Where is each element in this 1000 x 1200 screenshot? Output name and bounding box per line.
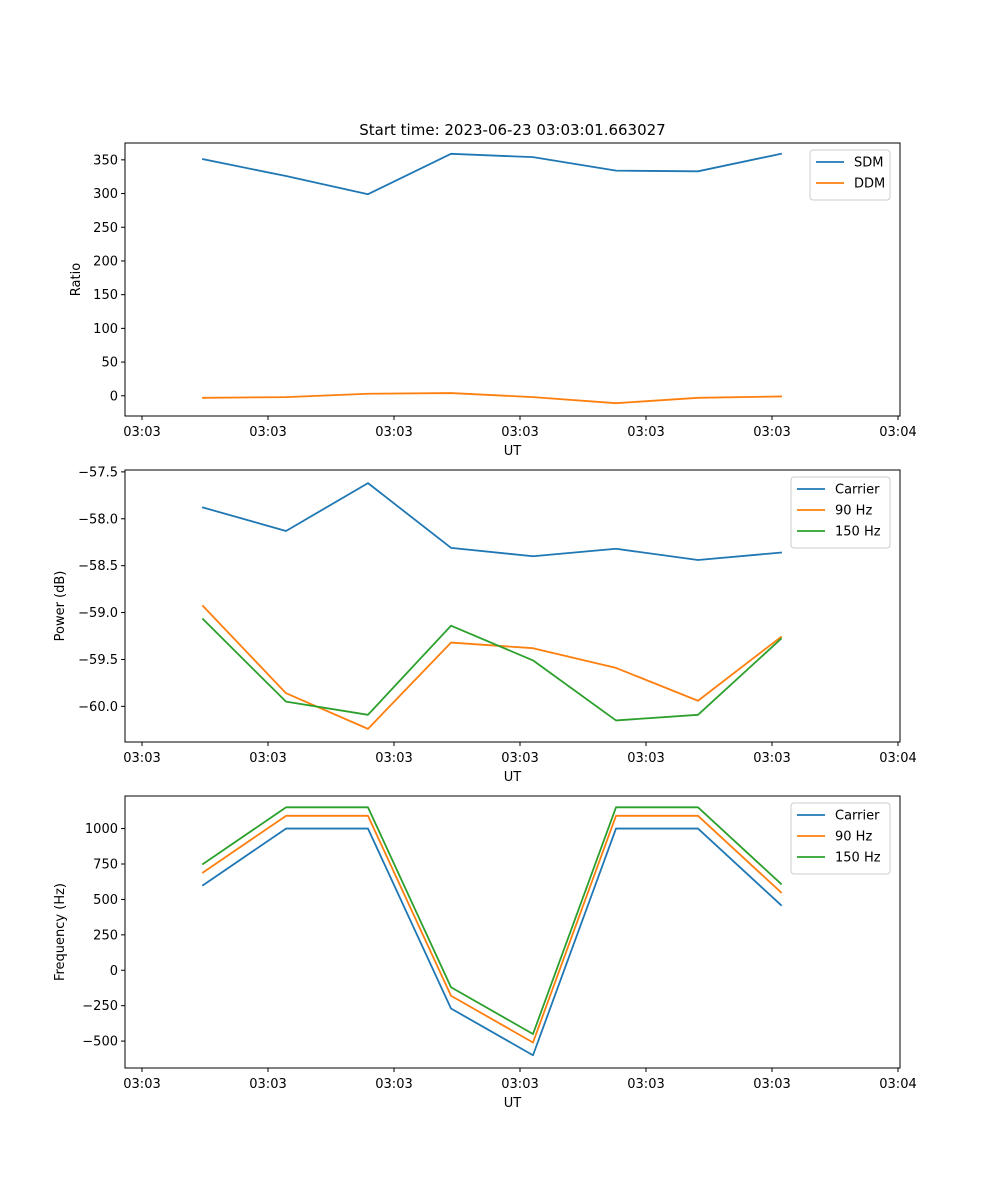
plot-frame: [124, 795, 901, 1069]
x-tick-label: 03:04: [879, 751, 916, 766]
y-tick-label: 0: [110, 964, 118, 979]
legend: Carrier 90 Hz 150 Hz: [790, 476, 891, 549]
x-tick-label: 03:04: [879, 1077, 916, 1092]
legend-label: 150 Hz: [835, 525, 881, 540]
x-tick-label: 03:03: [501, 1077, 538, 1092]
y-tick-label: −250: [82, 999, 118, 1014]
chart-panel-2: −60.0 −59.5 −59.0 −58.5 −58.0 −57.5 03:03 03:03…: [53, 465, 917, 785]
x-tick-label: 03:03: [753, 1077, 790, 1092]
legend-label: SDM: [854, 156, 883, 171]
y-tick-label: 1000: [85, 822, 118, 837]
y-tick-label: 500: [93, 893, 118, 908]
x-tick-label: 03:03: [249, 751, 286, 766]
y-tick-label: 50: [101, 356, 118, 371]
series-line-90-hz: [201, 604, 783, 730]
x-tick-label: 03:03: [249, 425, 286, 440]
series-line-carrier: [201, 482, 782, 561]
y-tick-label: 0: [110, 389, 118, 404]
series-line-90-hz: [201, 814, 783, 1044]
y-tick-label: −500: [82, 1035, 118, 1050]
series-line-ddm: [202, 392, 782, 405]
x-tick-label: 03:04: [879, 425, 916, 440]
y-tick-label: −60.0: [78, 700, 118, 715]
legend: SDM DDM: [809, 149, 891, 201]
x-tick-label: 03:03: [375, 1077, 412, 1092]
y-tick-label: 350: [93, 153, 118, 168]
plot-frame: [124, 469, 901, 743]
legend-label: 90 Hz: [835, 504, 872, 519]
y-tick-label: 150: [93, 288, 118, 303]
x-tick-label: 03:03: [249, 1077, 286, 1092]
y-tick-label: 250: [93, 928, 118, 943]
y-tick-label: −58.5: [78, 559, 118, 574]
y-tick-label: −57.5: [78, 465, 118, 480]
legend-label: 90 Hz: [835, 830, 872, 845]
series-line-sdm: [201, 152, 783, 196]
x-tick-label: 03:03: [501, 751, 538, 766]
legend-label: Carrier: [835, 809, 880, 824]
y-tick-label: −58.0: [78, 512, 118, 527]
y-axis-label: Frequency (Hz): [53, 883, 68, 981]
y-axis-label: Power (dB): [53, 571, 68, 642]
x-tick-label: 03:03: [753, 751, 790, 766]
x-tick-label: 03:03: [627, 1077, 664, 1092]
legend-label: 150 Hz: [835, 851, 881, 866]
x-tick-label: 03:03: [123, 425, 160, 440]
chart-panel-1: Start time: 2023-06-23 03:03:01.663027 0 5…: [69, 121, 917, 459]
y-tick-label: −59.0: [78, 606, 118, 621]
chart-panel-3: −500 −250 0 250 500 750 1000 03:03 03:03 03:03 03:…: [53, 795, 917, 1111]
chart-title: Start time: 2023-06-23 03:03:01.663027: [359, 121, 665, 139]
y-tick-label: −59.5: [78, 653, 118, 668]
x-tick-label: 03:03: [753, 425, 790, 440]
y-tick-label: 200: [93, 254, 118, 269]
x-axis-label: UT: [504, 1096, 522, 1111]
x-axis-label: UT: [504, 444, 522, 459]
y-tick-label: 750: [93, 858, 118, 873]
x-tick-label: 03:03: [627, 425, 664, 440]
x-tick-label: 03:03: [123, 1077, 160, 1092]
y-axis-label: Ratio: [69, 263, 84, 296]
x-tick-label: 03:03: [627, 751, 664, 766]
y-tick-label: 300: [93, 187, 118, 202]
series-line-carrier: [201, 827, 783, 1057]
series-line-150-hz: [201, 806, 783, 1035]
x-tick-label: 03:03: [123, 751, 160, 766]
series-line-150-hz: [201, 617, 783, 722]
y-tick-label: 250: [93, 221, 118, 236]
plot-frame: [124, 142, 901, 417]
x-tick-label: 03:03: [375, 751, 412, 766]
legend: Carrier 90 Hz 150 Hz: [790, 802, 891, 875]
legend-label: DDM: [854, 177, 885, 192]
x-axis-label: UT: [504, 770, 522, 785]
legend-label: Carrier: [835, 483, 880, 498]
x-tick-label: 03:03: [375, 425, 412, 440]
x-tick-label: 03:03: [501, 425, 538, 440]
y-tick-label: 100: [93, 322, 118, 337]
